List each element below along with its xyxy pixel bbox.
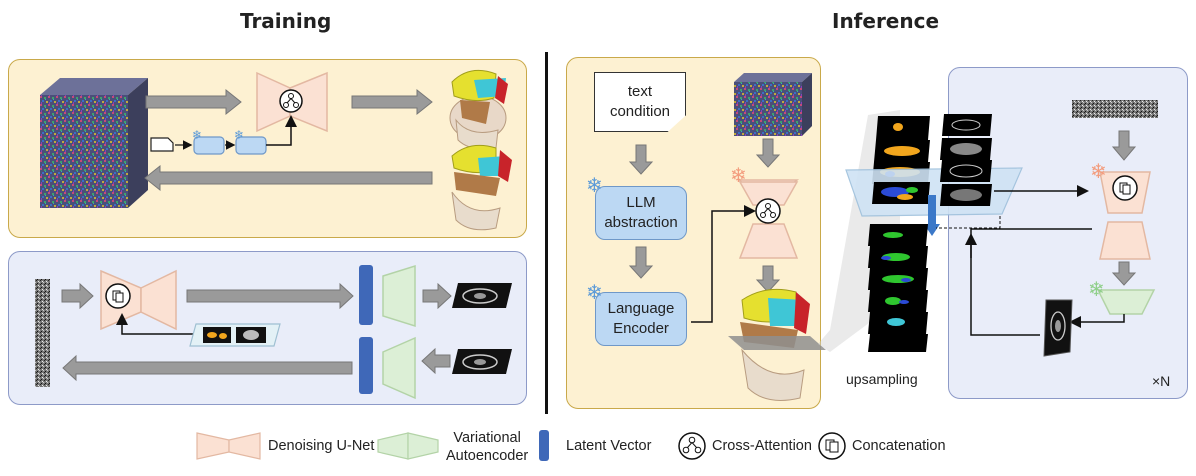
vae-encoder xyxy=(382,336,416,400)
noise-cube-inference xyxy=(734,73,812,136)
arrow-unet-to-segmentation xyxy=(351,88,433,116)
unet-inference xyxy=(736,179,800,259)
arrow-vae-to-slice xyxy=(422,282,452,310)
condition-arrow-vae xyxy=(116,313,195,335)
text-condition-label: text condition xyxy=(609,83,671,120)
latent-vector-bottom xyxy=(359,337,373,394)
arrow-noise-to-unet xyxy=(145,88,242,116)
arrow-llm-to-encoder xyxy=(628,246,654,279)
arrow-noise-to-unet-refine xyxy=(1111,130,1137,161)
language-encoder-label: Language Encoder xyxy=(607,300,675,337)
arrow-noise-to-unet-inference xyxy=(755,138,781,168)
repeat-count-label: ×N xyxy=(1152,373,1171,389)
unet-training xyxy=(256,71,328,133)
arrow-latent-back xyxy=(62,354,353,382)
legend-unet-label: Denoising U-Net xyxy=(268,438,375,454)
legend-vae-label: Variational Autoencoder xyxy=(446,430,529,464)
arrow-unet-to-vae-refine xyxy=(1111,261,1137,286)
legend-concatenation-icon xyxy=(818,432,846,460)
legend-latent-icon xyxy=(539,430,549,461)
upsampling-label: upsampling xyxy=(846,371,918,387)
arrow-segmentation-back xyxy=(144,164,433,192)
segmentation-volume-top xyxy=(449,69,508,150)
frozen-unet-refine-icon: ❄ xyxy=(1090,161,1107,183)
feedback-dashed xyxy=(936,216,1001,229)
feedback-loop-arrow xyxy=(970,228,1092,336)
ct-slice-refine xyxy=(1043,299,1073,357)
slice-stack-highlighted xyxy=(872,182,930,204)
arrow-slice-to-vae xyxy=(421,347,451,375)
legend-unet-icon xyxy=(196,432,261,460)
training-conditioning-chain: ❄ ❄ xyxy=(150,115,297,155)
section-divider xyxy=(545,52,548,414)
encoder-to-unet-arrow xyxy=(691,205,756,323)
latent-vector-top xyxy=(359,265,373,325)
vae-to-slice-arrow xyxy=(1069,314,1125,328)
frozen-encoder-icon: ❄ xyxy=(586,282,603,304)
arrow-unet-to-latent xyxy=(186,282,354,310)
condition-card-vae xyxy=(189,323,281,347)
svg-text:❄: ❄ xyxy=(192,128,202,142)
llm-abstraction-label: LLM abstraction xyxy=(604,194,678,231)
noise-bar-refine xyxy=(1072,100,1158,118)
inference-heading: Inference xyxy=(832,9,940,33)
arrow-unet-to-volume xyxy=(755,265,781,293)
unet-refine xyxy=(1099,171,1151,260)
legend-concatenation-label: Concatenation xyxy=(852,438,946,454)
legend-cross-attention-label: Cross-Attention xyxy=(712,438,812,454)
arrow-text-to-llm xyxy=(628,144,654,175)
slice-stack-grays xyxy=(940,114,992,206)
legend-vae-icon xyxy=(377,432,439,460)
segmentation-volume-inference xyxy=(728,288,826,401)
arrow-column-to-unet xyxy=(61,282,94,310)
ct-slice-top xyxy=(452,283,512,308)
svg-text:❄: ❄ xyxy=(234,128,244,142)
training-heading: Training xyxy=(240,9,332,33)
noise-column-training xyxy=(35,279,50,387)
unet-training-vae xyxy=(100,269,177,331)
text-condition-note: text condition xyxy=(594,72,686,132)
legend-latent-label: Latent Vector xyxy=(566,438,652,454)
frozen-unet-icon: ❄ xyxy=(730,165,747,187)
slice-stack-upsampled xyxy=(868,224,928,352)
vae-decoder xyxy=(382,264,416,328)
segmentation-volume-bottom xyxy=(451,144,512,231)
noise-volume-cube xyxy=(40,78,148,208)
language-encoder-box: Language Encoder xyxy=(595,292,687,346)
legend-cross-attention-icon xyxy=(678,432,706,460)
frozen-llm-icon: ❄ xyxy=(586,175,603,197)
frozen-vae-refine-icon: ❄ xyxy=(1088,279,1105,301)
vae-decoder-refine xyxy=(1096,289,1156,315)
llm-abstraction-box: LLM abstraction xyxy=(595,186,687,240)
ct-slice-bottom xyxy=(452,349,512,374)
